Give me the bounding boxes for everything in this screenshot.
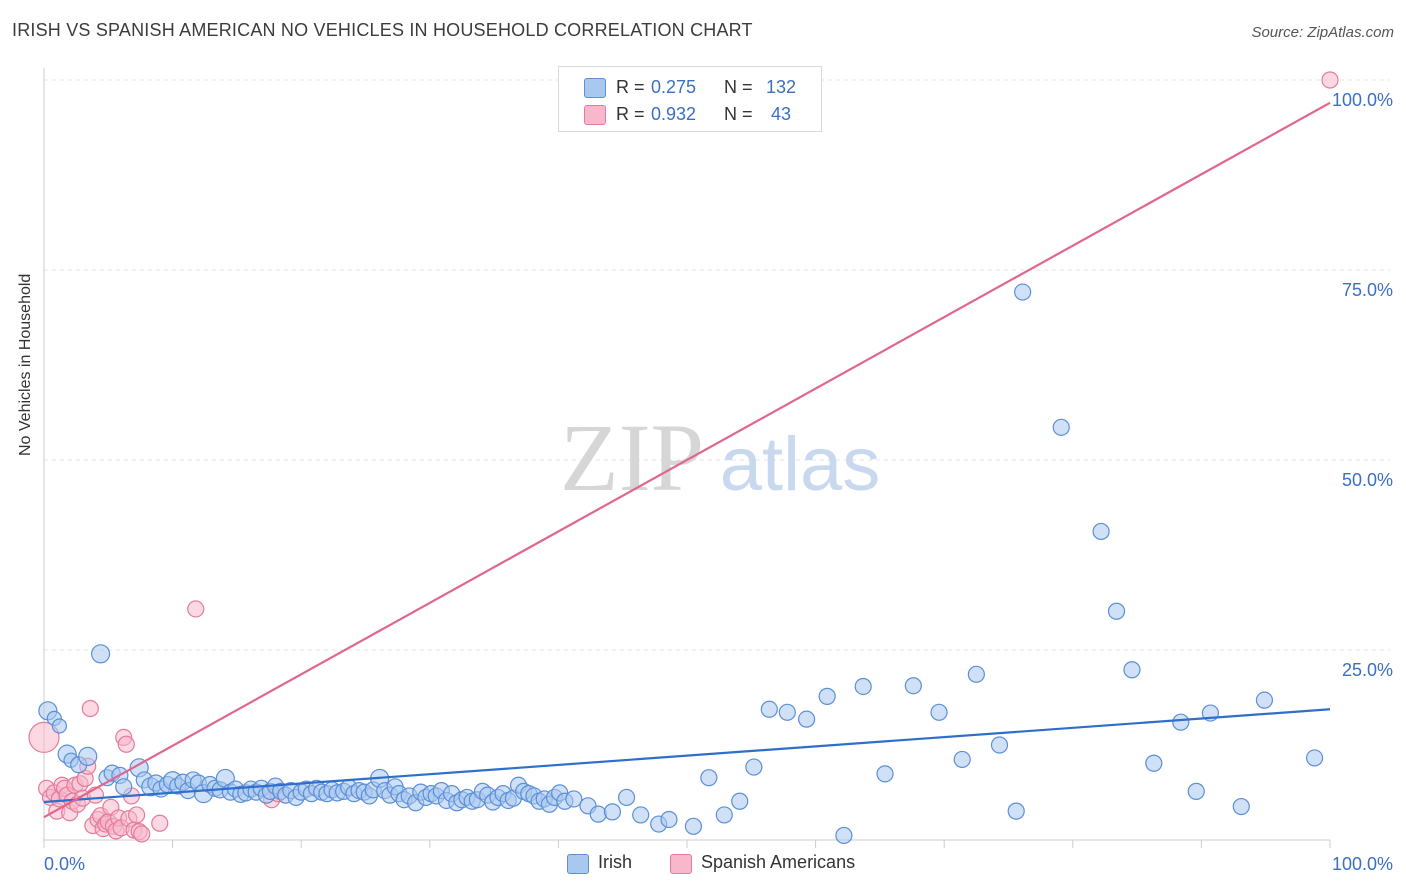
irish-point — [854, 677, 872, 696]
y-tick-label: 50.0% — [1342, 470, 1393, 490]
y-axis-label: No Vehicles in Household — [17, 273, 34, 456]
irish-point — [78, 746, 98, 767]
spanish-point — [151, 814, 169, 832]
irish-point — [589, 805, 607, 823]
irish-point — [1014, 283, 1032, 301]
irish-point — [660, 810, 678, 829]
irish-point — [930, 703, 948, 721]
n-value: 43 — [770, 104, 792, 124]
irish-point — [603, 803, 622, 821]
y-tick-label: 75.0% — [1342, 280, 1393, 300]
irish-point — [565, 790, 583, 808]
spanish-point — [187, 600, 205, 618]
r-value: 0.932 — [651, 104, 697, 124]
irish-point — [715, 806, 733, 824]
irish-point — [1255, 691, 1274, 709]
irish-point — [967, 665, 985, 683]
legend-row-irish: R = 0.275 N = 132 — [559, 73, 821, 103]
chart-title: IRISH VS SPANISH AMERICAN NO VEHICLES IN… — [12, 20, 753, 40]
irish-point — [617, 788, 636, 807]
irish-point — [1145, 754, 1163, 772]
irish-point — [1107, 602, 1126, 620]
watermark-atlas: atlas — [720, 422, 881, 507]
irish-point — [632, 806, 650, 824]
legend-row-spanish: R = 0.932 N = 43 — [559, 100, 821, 130]
legend-label-spanish: Spanish Americans — [701, 852, 856, 872]
y-tick-label: 25.0% — [1342, 660, 1393, 680]
r-value: 0.275 — [651, 77, 697, 97]
y-tick-label: 100.0% — [1332, 90, 1393, 110]
irish-point — [818, 687, 836, 705]
irish-point — [990, 736, 1009, 754]
series-legend: Irish Spanish Americans — [0, 852, 1406, 878]
irish-point — [684, 817, 703, 835]
irish-point — [1187, 782, 1205, 800]
irish-point — [835, 826, 853, 845]
spanish-swatch — [670, 854, 692, 874]
x-tick-label: 0.0% — [44, 854, 85, 874]
irish-point — [953, 750, 971, 769]
r-label: R = — [616, 104, 645, 124]
irish-point — [115, 778, 133, 796]
irish-point — [700, 769, 718, 787]
irish-swatch — [584, 78, 606, 98]
source-label: Source: ZipAtlas.com — [1251, 24, 1394, 41]
tick-labels: 25.0% 50.0% 75.0% 100.0% 0.0% 100.0% — [44, 90, 1393, 874]
irish-swatch — [567, 854, 589, 874]
n-label: N = — [724, 104, 753, 124]
irish-point — [90, 644, 111, 664]
watermark: ZIP atlas — [560, 404, 880, 511]
legend-label-irish: Irish — [598, 852, 633, 872]
irish-point — [1007, 802, 1025, 820]
irish-point — [1092, 522, 1110, 541]
irish-point — [745, 758, 763, 776]
spanish-point — [81, 699, 99, 718]
spanish-trend-line — [43, 101, 1331, 819]
spanish-point — [1321, 71, 1339, 89]
irish-point — [1232, 797, 1250, 816]
irish-point — [797, 710, 816, 728]
watermark-zip: ZIP — [560, 404, 704, 511]
irish-point — [1305, 749, 1324, 767]
irish-point — [51, 718, 68, 734]
n-label: N = — [724, 77, 753, 97]
correlation-legend: R = 0.275 N = 132 R = 0.932 N = 43 — [558, 66, 822, 132]
trend-lines — [43, 101, 1331, 819]
irish-point — [1123, 661, 1141, 679]
irish-point — [778, 703, 796, 721]
irish-point — [1172, 713, 1190, 731]
spanish-point — [127, 806, 146, 824]
grid-lines — [44, 79, 1390, 651]
irish-point — [876, 765, 894, 783]
spanish-point — [133, 825, 151, 843]
irish-point — [760, 700, 778, 718]
x-tick-label: 100.0% — [1332, 854, 1393, 874]
irish-point — [1052, 418, 1070, 436]
n-value: 132 — [765, 77, 797, 97]
irish-point — [904, 677, 922, 695]
irish-trend-line — [43, 708, 1331, 804]
irish-point — [731, 792, 749, 810]
spanish-swatch — [584, 105, 606, 125]
irish-points — [38, 283, 1324, 845]
spanish-point — [117, 735, 135, 753]
spanish-point — [28, 721, 60, 754]
r-label: R = — [616, 77, 645, 97]
